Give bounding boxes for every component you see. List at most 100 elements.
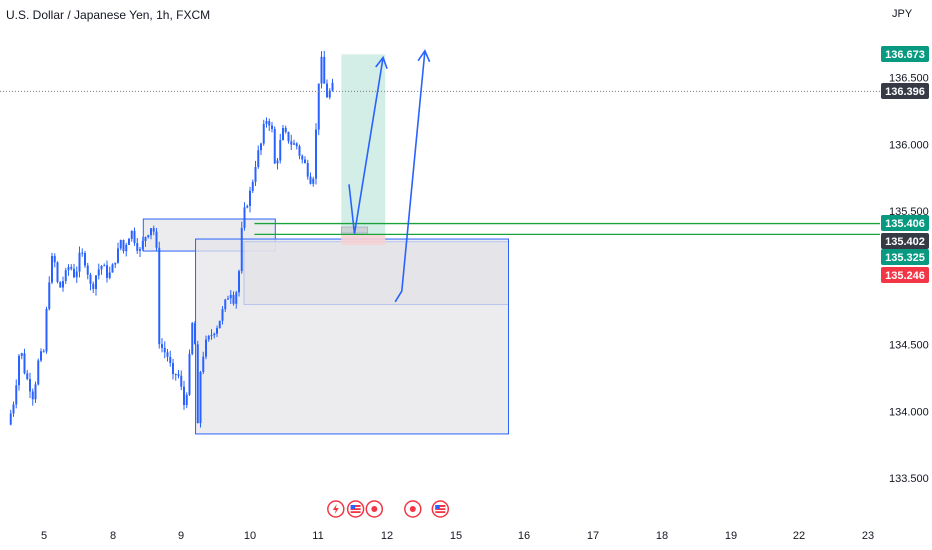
candle-body [284,127,287,132]
candle-body [150,228,152,236]
candle-body [312,178,315,184]
candle-body [86,265,89,275]
candle-body [89,274,92,284]
position-tool[interactable] [254,54,880,245]
candle-body [177,374,180,376]
flag-canton [350,505,356,509]
candle-body [48,282,51,309]
candle-body [144,237,147,241]
candle-body [103,265,106,267]
x-tick-label: 5 [41,530,47,542]
x-tick-label: 22 [793,530,805,542]
candle-body [42,351,45,353]
x-tick-label: 11 [312,530,323,542]
price-tag [881,46,929,62]
candle-body [53,255,56,263]
candle-body [306,162,309,177]
candle-body [128,238,130,245]
candle-body [229,294,232,299]
candle-body [172,363,174,374]
arrow-head [417,49,431,63]
candle-body [282,127,284,140]
candle-body [238,271,240,293]
price-tag [881,233,929,249]
price-tag-label: 136.673 [885,49,925,61]
x-tick-label: 18 [656,530,668,542]
candle-body [202,356,205,373]
candle-body [158,247,161,345]
candle-body [317,83,320,130]
price-tag [881,215,929,231]
candle-body [188,353,191,395]
price-tag-label: 135.246 [885,270,925,282]
x-tick-label: 9 [178,530,184,542]
candle-body [331,82,334,91]
y-tick-label: 136.000 [889,139,929,151]
dot-glyph [409,506,416,512]
arrows-layer[interactable] [348,49,431,303]
candle-body [218,320,221,329]
candle-body [309,176,312,184]
candle-body [23,353,26,374]
candle-body [290,141,293,145]
candle-body [183,386,185,406]
candle-body [240,227,243,272]
candle-body [224,299,227,310]
candle-body [59,281,62,288]
price-tag-label: 135.406 [885,218,925,230]
candle-body [232,294,235,304]
flag-stripe [350,507,361,509]
candle-body [67,267,70,271]
y-tick-label: 134.000 [889,406,929,418]
candle-body [125,244,128,252]
candle-body [84,253,86,266]
x-axis[interactable]: 5 8 9 10 11 12 15 16 17 18 19 22 23 [41,530,874,542]
candle-body [271,125,273,129]
candle-body [326,83,328,98]
candle-body [298,146,301,156]
candle-body [194,323,196,345]
candle-body [161,344,163,348]
x-tick-label: 10 [244,530,256,542]
x-tick-label: 8 [110,530,116,542]
candle-body [213,333,216,336]
candle-body [20,353,23,356]
candle-body [227,298,229,300]
candle-body [180,375,183,387]
y-tick-label: 136.500 [889,73,929,85]
x-tick-label: 19 [725,530,737,542]
candle-body [243,207,246,228]
chart-title: U.S. Dollar / Japanese Yen, 1h, FXCM [6,8,211,22]
candle-body [26,373,29,380]
candle-body [174,373,177,375]
candle-body [130,230,133,239]
candle-body [117,248,119,263]
candle-body [64,270,67,282]
events-layer[interactable] [327,500,450,518]
candle-body [152,228,155,232]
price-tag [881,267,929,283]
candle-body [108,272,111,278]
candle-body [40,351,42,361]
trend-arrow [394,50,426,303]
candle-body [207,336,210,340]
candle-body [119,239,122,249]
candle-body [163,347,166,353]
price-tags: 136.673 136.396 135.406 135.402 135.325 135.2… [881,46,929,283]
flag-stripes [435,505,446,513]
stop-loss-zone [341,234,386,245]
flag-stripes [350,505,361,513]
candle-body [95,275,97,290]
dot-glyph [371,506,378,512]
candle-body [323,56,326,84]
candle-body [216,328,218,334]
candle-body [114,262,117,265]
candle-body [111,264,114,273]
candle-body [133,230,136,244]
candle-body [106,265,108,278]
price-tag-label: 135.325 [885,252,925,264]
x-tick-label: 16 [518,530,530,542]
candle-body [73,268,75,278]
flag-stripe [435,510,446,512]
